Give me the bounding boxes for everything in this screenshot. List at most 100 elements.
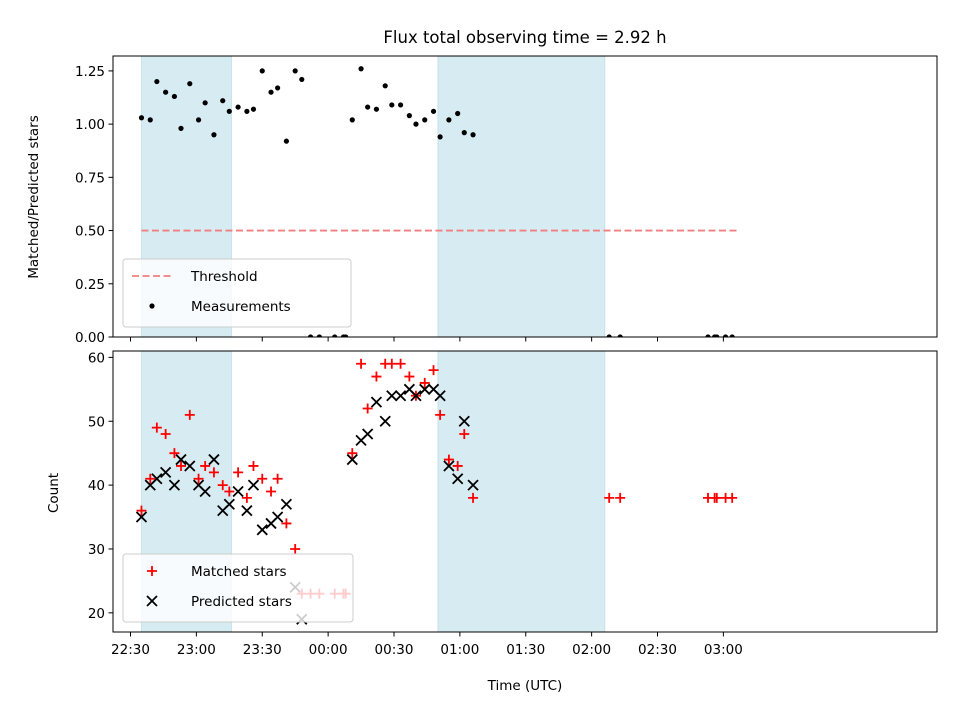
predicted-stars-point bbox=[443, 460, 455, 472]
predicted-stars-point bbox=[151, 473, 163, 485]
bottom-y-tick-label: 50 bbox=[88, 414, 105, 430]
matched-stars-point bbox=[272, 473, 283, 484]
predicted-stars-point bbox=[458, 415, 470, 427]
measurement-point bbox=[389, 102, 395, 108]
legend-matched-swatch bbox=[147, 566, 157, 576]
top-y-axis-label: Matched/Predicted stars bbox=[26, 115, 42, 278]
x-tick-label: 02:00 bbox=[572, 642, 611, 658]
measurement-point bbox=[211, 132, 217, 138]
measurement-point bbox=[617, 334, 623, 337]
x-tick-label: 00:00 bbox=[309, 642, 348, 658]
matched-stars-point bbox=[452, 460, 463, 471]
measurement-point bbox=[606, 334, 612, 337]
measurement-point bbox=[283, 138, 290, 144]
predicted-stars-point bbox=[379, 415, 391, 427]
measurement-point bbox=[332, 334, 338, 337]
measurement-point bbox=[250, 106, 257, 112]
x-tick-label: 23:00 bbox=[177, 642, 216, 658]
predicted-stars-point bbox=[434, 390, 446, 402]
measurement-point bbox=[446, 117, 452, 123]
chart-title: Flux total observing time = 2.92 h bbox=[383, 28, 666, 47]
measurement-point bbox=[171, 93, 178, 100]
matched-stars-point bbox=[217, 480, 228, 491]
matched-stars-point bbox=[404, 371, 415, 382]
matched-stars-point bbox=[266, 486, 277, 497]
matched-stars-point bbox=[428, 365, 439, 376]
matched-stars-point bbox=[347, 448, 358, 459]
predicted-stars-point bbox=[271, 511, 284, 523]
measurement-point bbox=[455, 110, 461, 117]
legend-predicted-swatch bbox=[146, 595, 158, 607]
matched-stars-point bbox=[615, 492, 626, 503]
predicted-stars-point bbox=[184, 460, 196, 472]
legend-label: Threshold bbox=[190, 269, 258, 285]
matched-stars-point bbox=[362, 403, 373, 414]
predicted-stars-point bbox=[370, 396, 383, 408]
matched-stars-point bbox=[233, 467, 244, 478]
matched-stars-point bbox=[136, 505, 147, 516]
matched-stars-point bbox=[248, 460, 259, 471]
predicted-stars-point bbox=[241, 505, 253, 517]
matched-stars-point bbox=[468, 492, 479, 503]
measurement-point bbox=[422, 117, 428, 123]
matched-stars-point bbox=[151, 422, 162, 433]
matched-stars-point bbox=[193, 473, 204, 484]
predicted-stars-point bbox=[410, 390, 422, 402]
predicted-stars-point bbox=[346, 453, 358, 466]
matched-stars-point bbox=[224, 486, 235, 497]
bottom-shaded-interval-2 bbox=[437, 351, 606, 632]
measurement-point bbox=[413, 121, 419, 127]
matched-stars-point bbox=[604, 492, 615, 503]
measurement-point bbox=[154, 78, 160, 85]
predicted-stars-point bbox=[168, 479, 181, 491]
x-tick-label: 02:30 bbox=[638, 642, 677, 658]
measurement-point bbox=[316, 334, 322, 337]
matched-stars-point bbox=[459, 429, 470, 440]
matched-stars-point bbox=[176, 460, 187, 471]
measurement-point bbox=[235, 104, 241, 110]
measurement-point bbox=[365, 104, 371, 110]
predicted-stars-point bbox=[232, 485, 244, 498]
matched-stars-point bbox=[160, 429, 171, 440]
top-y-tick-label: 0.75 bbox=[75, 170, 105, 186]
measurement-point bbox=[437, 134, 443, 140]
predicted-stars-point bbox=[256, 524, 268, 536]
predicted-stars-point bbox=[280, 498, 293, 510]
predicted-stars-point bbox=[223, 498, 235, 510]
measurement-point bbox=[163, 89, 169, 95]
measurement-point bbox=[178, 125, 184, 131]
legend-label: Measurements bbox=[191, 299, 291, 315]
top-legend: Threshold Measurements bbox=[122, 258, 352, 328]
legend-measurements-swatch bbox=[149, 303, 155, 309]
matched-stars-point bbox=[281, 518, 292, 529]
bottom-panel: 20 30 40 50 60 22:30 23:00 23:30 00:00 00:30 01:00… bbox=[88, 350, 938, 658]
bottom-y-tick-label: 40 bbox=[88, 478, 105, 494]
matched-stars-point bbox=[169, 448, 180, 459]
bottom-y-axis-label: Count bbox=[46, 473, 62, 513]
predicted-stars-point bbox=[247, 479, 260, 491]
legend-label: Predicted stars bbox=[191, 594, 292, 610]
measurement-point bbox=[195, 117, 202, 123]
measurement-point bbox=[470, 132, 476, 138]
matched-stars-point bbox=[356, 358, 367, 369]
matched-stars-point bbox=[241, 492, 252, 503]
matched-stars-point bbox=[184, 409, 195, 420]
matched-stars-point bbox=[208, 467, 219, 478]
measurement-point bbox=[373, 106, 380, 112]
measurement-point bbox=[705, 334, 711, 337]
matched-stars-point bbox=[200, 460, 211, 471]
top-plot-area bbox=[138, 56, 739, 337]
matched-stars-point bbox=[145, 473, 156, 484]
predicted-stars-point bbox=[394, 390, 407, 402]
predicted-stars-point bbox=[467, 479, 479, 491]
predicted-stars-point bbox=[159, 466, 172, 478]
top-series-1 bbox=[138, 66, 735, 337]
measurement-point bbox=[722, 334, 729, 337]
x-tick-label: 03:00 bbox=[704, 642, 743, 658]
predicted-stars-point bbox=[362, 428, 374, 440]
bottom-legend: Matched stars Predicted stars bbox=[122, 553, 354, 623]
measurement-point bbox=[275, 85, 281, 91]
bottom-y-tick-label: 20 bbox=[88, 606, 105, 622]
matched-stars-point bbox=[371, 371, 382, 382]
predicted-stars-point bbox=[452, 473, 464, 485]
